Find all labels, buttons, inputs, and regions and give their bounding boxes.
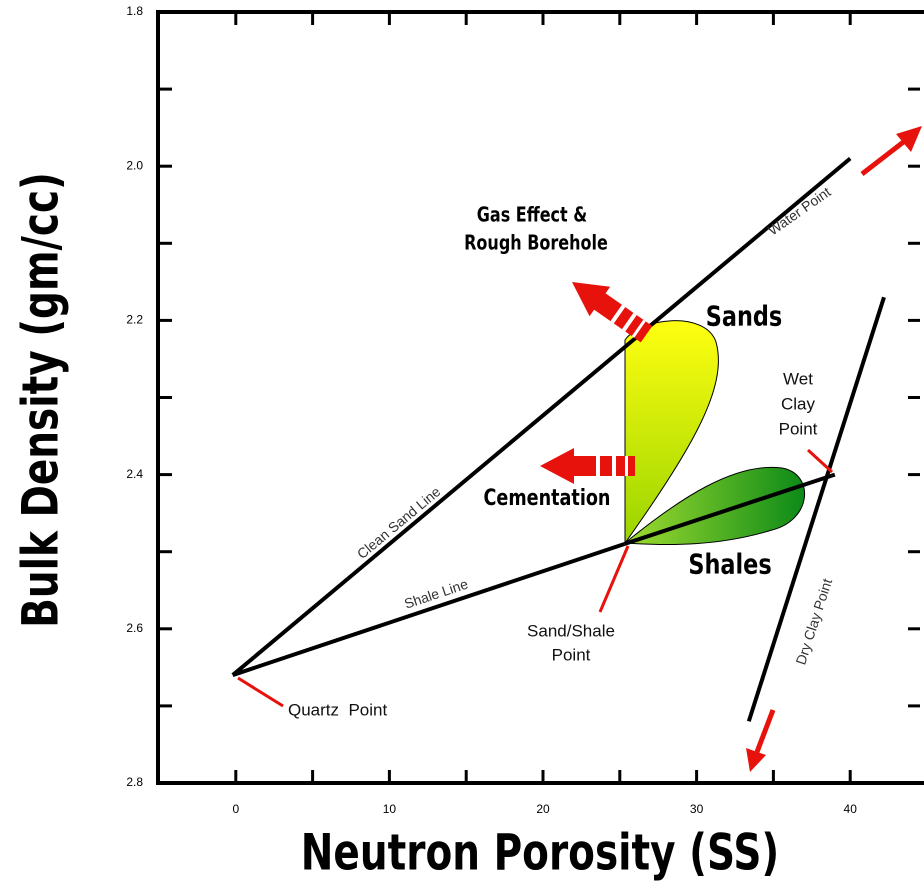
gas-arrow (562, 267, 657, 349)
arrow-gap (596, 456, 600, 476)
arrow-head (746, 748, 766, 772)
annotation: Clay (781, 394, 816, 413)
x-tick-label: 30 (690, 802, 704, 816)
x-tick-label: 0 (232, 802, 239, 816)
annotation: Sand/Shale (527, 621, 615, 640)
arrow-shaft (593, 293, 652, 343)
chart: Water Point Gas Effect & Rough Borehole … (0, 0, 924, 892)
annotation: Cementation (484, 485, 611, 510)
leader (238, 678, 283, 706)
line-label: Clean Sand Line (354, 483, 444, 562)
arrow-shaft (862, 140, 906, 174)
arrow-head (540, 448, 574, 484)
arrow-gap (612, 456, 616, 476)
y-tick-label: 2.2 (126, 313, 143, 327)
annotation: Dry Clay Point (792, 576, 835, 666)
leader (600, 546, 628, 612)
cementation-arrow (540, 448, 635, 484)
annotation: Shales (688, 547, 771, 580)
y-tick-label: 2.0 (126, 158, 143, 172)
annotation: Rough Borehole (464, 232, 608, 255)
y-axis-title: Bulk Density (gm/cc) (11, 172, 70, 628)
annotation: Point (552, 645, 591, 664)
x-tick-label: 40 (844, 802, 858, 816)
arrow-shaft (757, 710, 773, 752)
annotations: Water Point Gas Effect & Rough Borehole … (288, 183, 835, 719)
x-tick-label: 10 (383, 802, 397, 816)
annotation: Gas Effect & (477, 204, 588, 227)
annotation: Point (779, 419, 818, 438)
y-tick-label: 2.8 (126, 775, 143, 789)
y-tick-label: 2.4 (126, 467, 143, 481)
y-tick-label: 2.6 (126, 621, 143, 635)
leader (808, 450, 832, 472)
annotation: Water Point (765, 183, 834, 238)
arrow-gap (625, 456, 628, 476)
annotation: Quartz Point (288, 700, 387, 719)
x-axis-title: Neutron Porosity (SS) (301, 823, 779, 882)
y-tick-label: 1.8 (126, 4, 143, 18)
arrow-head (896, 126, 922, 152)
annotation: Sands (706, 299, 783, 332)
x-tick-label: 20 (536, 802, 550, 816)
annotation: Wet (783, 369, 813, 388)
